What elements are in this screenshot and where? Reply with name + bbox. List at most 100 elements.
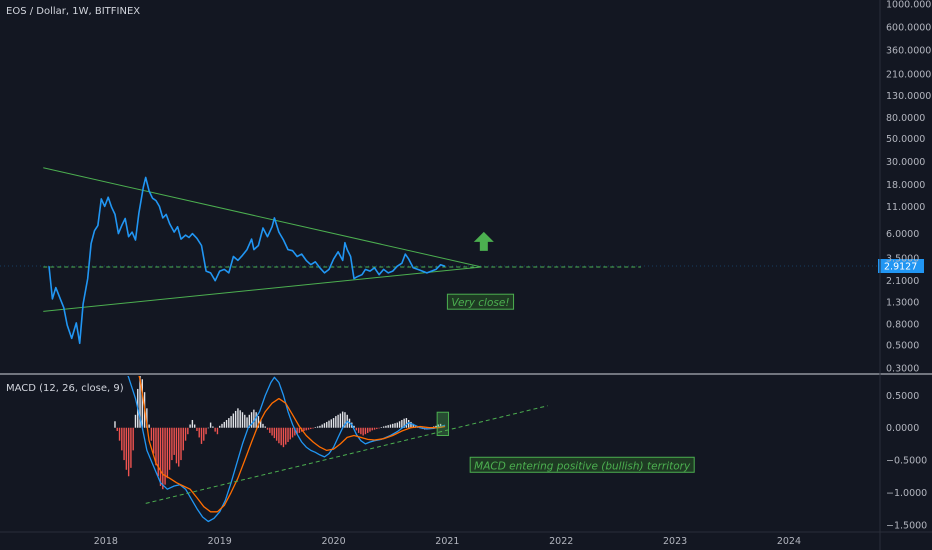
price-tick-label: 130.0000 xyxy=(886,91,931,102)
macd-histogram-bar xyxy=(209,422,212,428)
macd-histogram-bar xyxy=(382,426,385,428)
macd-histogram-bar xyxy=(367,427,369,433)
macd-histogram-bar xyxy=(412,423,414,428)
macd-histogram-bar xyxy=(355,427,358,431)
current-price-value: 2.9127 xyxy=(884,262,917,273)
macd-histogram-bar xyxy=(259,419,262,428)
macd-histogram-bar xyxy=(316,426,319,428)
macd-histogram-bar xyxy=(264,426,266,428)
macd-histogram-bar xyxy=(294,427,296,436)
macd-histogram-bar xyxy=(362,427,364,436)
macd-histogram-bar xyxy=(376,427,378,430)
eos-price-line xyxy=(48,176,446,345)
macd-histogram-bar xyxy=(385,425,387,428)
macd-histogram-bar xyxy=(228,418,230,428)
macd-histogram-bar xyxy=(357,427,360,433)
macd-histogram-bar xyxy=(182,427,184,451)
macd-histogram-bar xyxy=(401,419,403,428)
macd-histogram-bar xyxy=(439,423,442,428)
macd-histogram-bar xyxy=(178,427,180,467)
macd-histogram-bar xyxy=(155,427,157,466)
macd-histogram-bar xyxy=(398,421,401,428)
macd-histogram-bar xyxy=(157,427,159,477)
macd-histogram-bar xyxy=(180,427,182,461)
macd-tick-label: 0.0000 xyxy=(886,423,919,434)
price-tick-label: 0.8000 xyxy=(886,319,919,330)
macd-histogram-bar xyxy=(141,379,144,428)
macd-histogram-bar xyxy=(148,424,150,428)
macd-histogram-bar xyxy=(219,425,221,428)
macd-histogram-bar xyxy=(162,427,164,490)
macd-histogram-bar xyxy=(200,427,203,444)
macd-histogram-bar xyxy=(330,419,332,428)
macd-histogram-bar xyxy=(184,427,187,441)
macd-histogram-bar xyxy=(205,427,207,435)
macd-histogram-bar xyxy=(285,427,287,445)
macd-histogram-bar xyxy=(269,427,271,433)
macd-histogram-bar xyxy=(225,419,228,428)
macd-histogram-bar xyxy=(271,427,273,436)
macd-histogram-bar xyxy=(339,413,342,428)
macd-histogram-bar xyxy=(323,423,326,428)
macd-histogram-bar xyxy=(221,423,223,428)
macd-histogram-bar xyxy=(132,427,134,451)
macd-histogram-bar xyxy=(223,421,225,428)
macd-histogram-bar xyxy=(246,417,248,428)
macd-histogram-bar xyxy=(189,424,191,428)
macd-histogram-bar xyxy=(168,427,171,470)
macd-histogram-bar xyxy=(241,412,244,428)
macd-histogram-bar xyxy=(296,427,298,435)
macd-histogram-bar xyxy=(403,418,405,428)
macd-histogram-bar xyxy=(310,427,312,430)
macd-histogram-bar xyxy=(212,426,214,428)
macd-histogram-bar xyxy=(389,424,392,428)
very-close-label-box xyxy=(446,293,515,310)
macd-histogram-bar xyxy=(207,427,210,429)
macd-tick-label: 0.5000 xyxy=(886,391,919,402)
macd-tick-label: −0.5000 xyxy=(886,456,927,467)
very-close-label: Very close! xyxy=(446,293,515,310)
macd-bullish-label-box xyxy=(469,456,695,473)
macd-histogram-bar xyxy=(166,427,169,479)
macd-histogram-bar xyxy=(171,427,173,461)
price-tick-label: 0.3000 xyxy=(886,364,919,375)
macd-histogram-bar xyxy=(307,427,310,430)
price-tick-label: 18.0000 xyxy=(886,180,925,191)
macd-histogram-bar xyxy=(275,427,278,441)
price-tick-label: 11.0000 xyxy=(886,202,925,213)
price-tick-label: 50.0000 xyxy=(886,134,925,145)
macd-histogram-bar xyxy=(437,424,439,428)
macd-histogram-bar xyxy=(396,422,399,428)
macd-histogram-bar xyxy=(152,427,155,454)
very-close-label-text: Very close! xyxy=(451,297,509,309)
macd-histogram-bar xyxy=(159,427,162,486)
macd-histogram-bar xyxy=(127,427,130,477)
macd-histogram-bar xyxy=(326,421,328,428)
macd-histogram xyxy=(114,376,442,490)
macd-histogram-bar xyxy=(287,427,289,442)
macd-histogram-bar xyxy=(405,418,408,428)
price-tick-label: 210.0000 xyxy=(886,70,931,81)
macd-bullish-label: MACD entering positive (bullish) territo… xyxy=(469,456,695,473)
macd-histogram-bar xyxy=(150,427,153,441)
price-tick-label: 2.1000 xyxy=(886,276,919,287)
macd-histogram-bar xyxy=(280,427,282,446)
macd-histogram-bar xyxy=(262,423,264,428)
price-tick-label: 1.3000 xyxy=(886,298,919,309)
macd-histogram-bar xyxy=(380,427,383,428)
time-axis: 2018 2019 2020 2021 2022 2023 2024 xyxy=(94,536,801,547)
macd-histogram-bar xyxy=(328,420,330,428)
macd-annotations: MACD entering positive (bullish) territo… xyxy=(145,405,695,504)
macd-histogram-bar xyxy=(435,425,437,428)
highlight-box xyxy=(436,411,450,437)
time-tick-label: 2019 xyxy=(208,536,232,547)
macd-histogram-bar xyxy=(410,421,412,428)
macd-histogram-bar xyxy=(319,425,321,428)
macd-histogram-bar xyxy=(187,427,189,435)
time-tick-label: 2018 xyxy=(94,536,118,547)
price-tick-label: 80.0000 xyxy=(886,113,925,124)
price-tick-label: 360.0000 xyxy=(886,45,931,56)
price-chart-title: EOS / Dollar, 1W, BITFINEX xyxy=(6,6,140,17)
macd-histogram-bar xyxy=(237,408,239,428)
macd-histogram-bar xyxy=(214,427,216,432)
